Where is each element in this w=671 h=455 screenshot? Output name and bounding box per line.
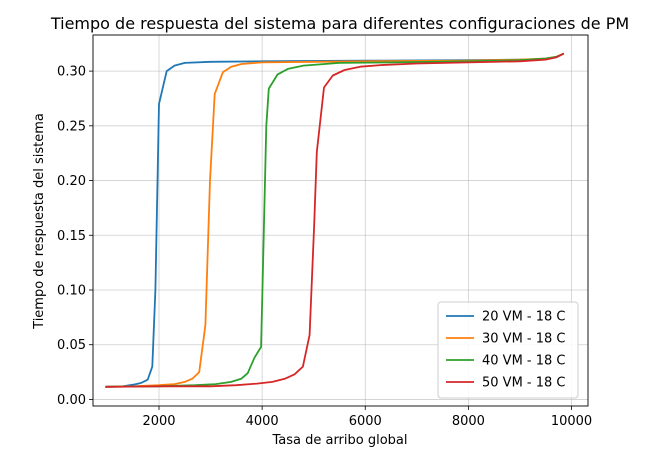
grid [93, 35, 588, 406]
x-axis-label: Tasa de arribo global [271, 433, 407, 448]
x-tick-label: 4000 [246, 414, 279, 429]
y-tick-label: 0.15 [57, 229, 86, 244]
legend-box [437, 301, 579, 399]
chart-title: Tiempo de respuesta del sistema para dif… [50, 14, 629, 33]
legend-entry: 30 VM - 18 C [482, 332, 566, 347]
series-lines [105, 52, 565, 388]
x-axis-ticks: 2000 4000 6000 8000 10000 [142, 406, 592, 429]
x-tick-label: 8000 [452, 414, 485, 429]
y-axis-ticks: 0.00 0.05 0.10 0.15 0.20 0.25 0.30 [57, 65, 93, 408]
plot-frame [92, 34, 589, 407]
series-line-3 [105, 52, 565, 388]
legend-entry: 40 VM - 18 C [482, 354, 566, 369]
y-tick-label: 0.20 [57, 174, 86, 189]
legend-entry: 50 VM - 18 C [482, 376, 566, 391]
y-tick-label: 0.30 [57, 65, 86, 80]
y-tick-label: 0.25 [57, 119, 86, 134]
x-tick-label: 10000 [551, 414, 592, 429]
y-tick-label: 0.10 [57, 283, 86, 298]
y-axis-label: Tiempo de respuesta del sistema [32, 113, 47, 330]
y-tick-label: 0.00 [57, 393, 86, 408]
x-tick-label: 2000 [142, 414, 175, 429]
legend: 20 VM - 18 C 30 VM - 18 C 40 VM - 18 C 50 V… [437, 301, 579, 399]
series-line-4 [105, 52, 565, 388]
y-tick-label: 0.05 [57, 338, 86, 353]
legend-entry: 20 VM - 18 C [482, 310, 566, 325]
x-tick-label: 6000 [349, 414, 382, 429]
